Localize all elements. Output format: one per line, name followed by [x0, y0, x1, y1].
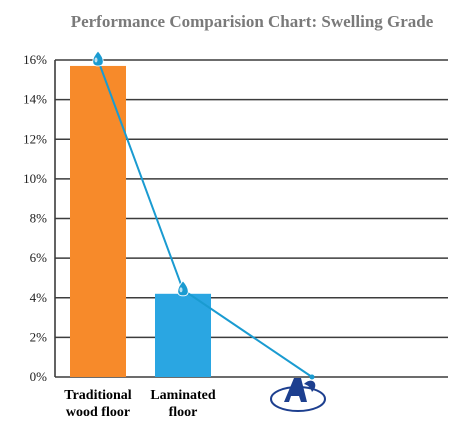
water-drop-icon [177, 280, 189, 297]
trend-line-group [92, 50, 315, 380]
x-category-label: wood floor [66, 405, 130, 420]
company-logo [270, 378, 326, 412]
logo-leaf-icon [304, 380, 316, 392]
bar [70, 65, 126, 377]
y-tick-label: 8% [30, 211, 48, 226]
y-tick-label: 0% [30, 369, 48, 384]
x-category-label: floor [169, 405, 198, 420]
chart-title: Performance Comparision Chart: Swelling … [71, 12, 434, 31]
y-tick-label: 14% [23, 92, 47, 107]
y-tick-label: 4% [30, 290, 48, 305]
y-tick-label: 6% [30, 250, 48, 265]
x-category-label: Laminated [150, 388, 216, 403]
y-tick-label: 2% [30, 329, 48, 344]
bar [155, 293, 211, 377]
y-tick-label: 10% [23, 171, 47, 186]
bars [70, 65, 211, 377]
y-axis-ticks: 0% 2% 4% 6% 8% 10% 12% 14% 16% [23, 52, 47, 384]
y-tick-label: 12% [23, 131, 47, 146]
water-drop-highlight [94, 57, 98, 63]
water-drop-icon [92, 50, 104, 67]
y-tick-label: 16% [23, 52, 47, 67]
logo-mark [284, 378, 307, 402]
water-drop-highlight [179, 287, 183, 293]
x-category-label: Traditional [64, 388, 132, 403]
trend-point [309, 374, 315, 380]
x-axis-categories: Traditional wood floor Laminated floor [64, 388, 216, 420]
